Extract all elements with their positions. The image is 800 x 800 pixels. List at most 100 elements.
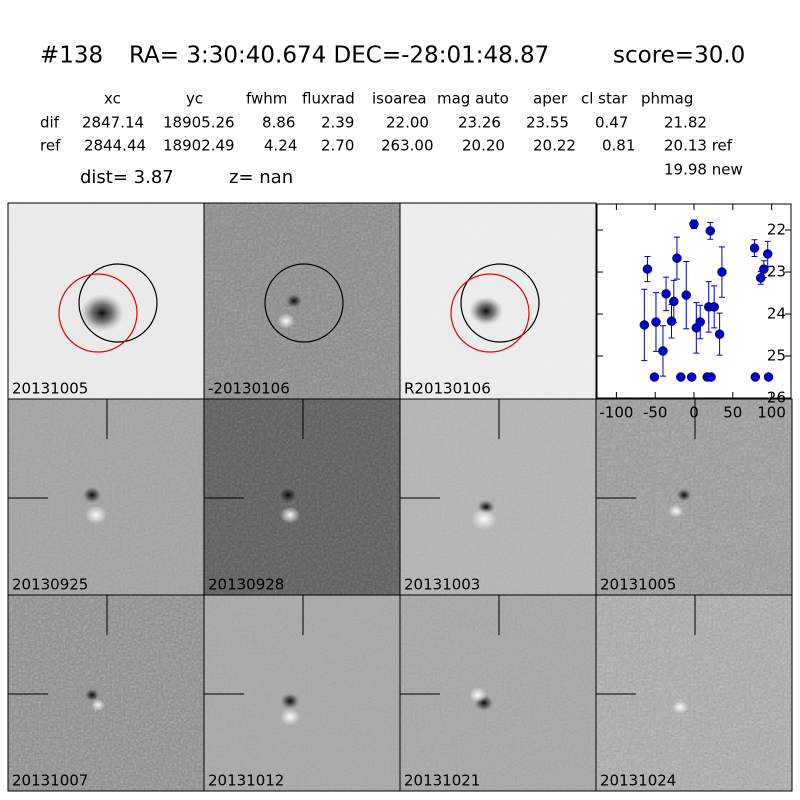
source: [469, 296, 503, 326]
stamp-label: 20131003: [404, 576, 480, 594]
stamp-noise: [400, 399, 596, 595]
table-cell: 23.26: [458, 114, 501, 132]
column-header: fwhm: [246, 90, 287, 108]
stamp: 20131005: [595, 398, 793, 596]
data-point: [642, 264, 653, 274]
data-point: [672, 253, 682, 263]
table-cell: 2.70: [321, 137, 354, 155]
table-cell: 18902.49: [163, 137, 235, 155]
stamp-noise: [204, 399, 400, 595]
stamp-noise: [8, 399, 204, 595]
column-header: xc: [104, 90, 121, 108]
aperture: [460, 263, 540, 343]
plot-area: [596, 203, 792, 399]
stamp-image: [204, 399, 400, 595]
table-cell: 2.39: [321, 114, 354, 132]
redshift: z= nan: [229, 167, 293, 188]
data-point: [639, 320, 650, 330]
stamp: 20131003: [399, 398, 597, 596]
stamp-image: [204, 595, 400, 791]
aperture: [58, 273, 138, 353]
source: [285, 293, 303, 309]
stamp-image: [204, 203, 400, 399]
data-point: [686, 372, 697, 382]
stamp: R20130106: [399, 202, 597, 400]
stamp-label: R20130106: [404, 380, 491, 398]
table-cell: 18905.26: [163, 114, 235, 132]
source: [84, 688, 100, 702]
stamp-label: 20131005: [12, 380, 88, 398]
stamp-image: [400, 399, 596, 595]
y-tick-label: 22: [767, 221, 786, 239]
source: [280, 692, 300, 710]
stamp-label: 20130928: [208, 576, 284, 594]
data-point: [717, 267, 727, 277]
stamp-image: [8, 595, 204, 791]
column-header: mag auto: [437, 90, 509, 108]
column-header: aper: [533, 90, 568, 108]
column-header: isoarea: [372, 90, 427, 108]
stamp-label: -20130106: [208, 380, 290, 398]
table-cell: 22.00: [386, 114, 429, 132]
data-point: [666, 316, 677, 326]
source: [280, 506, 300, 524]
table-cell: 21.82: [664, 114, 707, 132]
x-tick-label: 100: [757, 404, 786, 422]
stamp: 20130928: [203, 398, 401, 596]
stamp-label: 20131005: [600, 576, 676, 594]
x-tick-label: 50: [723, 404, 742, 422]
data-point: [759, 264, 769, 274]
data-point: [709, 302, 719, 312]
data-point: [749, 243, 760, 253]
dist: dist= 3.87: [80, 167, 174, 188]
stamp-noise: [596, 399, 792, 595]
data-point: [705, 226, 716, 236]
aperture: [264, 263, 344, 343]
stamp-image: [8, 203, 204, 399]
table-cell: 4.24: [264, 137, 297, 155]
source: [471, 507, 497, 531]
stamp: 20131012: [203, 594, 401, 792]
stamp-image: [596, 595, 792, 791]
table-cell: 263.00: [381, 137, 434, 155]
source: [277, 485, 299, 505]
coordinates: RA= 3:30:40.674 DEC=-28:01:48.87: [129, 43, 549, 69]
source: [277, 313, 295, 329]
column-header: cl star: [581, 90, 628, 108]
stamp: 20131007: [7, 594, 205, 792]
stamp: 20131005: [7, 202, 205, 400]
table-cell: 2844.44: [84, 137, 146, 155]
stamp-noise: [596, 595, 792, 791]
table-cell: 20.13 ref: [664, 137, 733, 155]
table-cell: 8.86: [262, 114, 295, 132]
stamp-image: [400, 203, 596, 399]
x-tick-label: 0: [689, 404, 699, 422]
stamp-label: 20130925: [12, 576, 88, 594]
data-point: [714, 329, 725, 339]
data-point: [750, 372, 761, 382]
stamp-image: [400, 595, 596, 791]
source: [469, 687, 487, 703]
score: score=30.0: [613, 43, 745, 69]
aperture: [78, 263, 158, 343]
x-tick-label: -50: [643, 404, 668, 422]
stamp-noise: [400, 595, 596, 791]
stamp-image: [8, 399, 204, 595]
data-point: [661, 289, 671, 299]
table-cell: 0.47: [595, 114, 628, 132]
data-point: [763, 372, 774, 382]
data-point: [695, 317, 705, 327]
source: [85, 505, 107, 525]
stamp: 20131021: [399, 594, 597, 792]
stamp-label: 20131024: [600, 772, 676, 790]
column-header: fluxrad: [302, 90, 355, 108]
stamp-label: 20131007: [12, 772, 88, 790]
table-cell: 0.81: [602, 137, 635, 155]
stamp-noise: [8, 595, 204, 791]
source: [82, 486, 102, 504]
stamp-frame: [595, 594, 793, 792]
source: [676, 488, 692, 502]
stamp-label: 20131012: [208, 772, 284, 790]
data-point: [676, 372, 686, 382]
source: [80, 294, 124, 332]
